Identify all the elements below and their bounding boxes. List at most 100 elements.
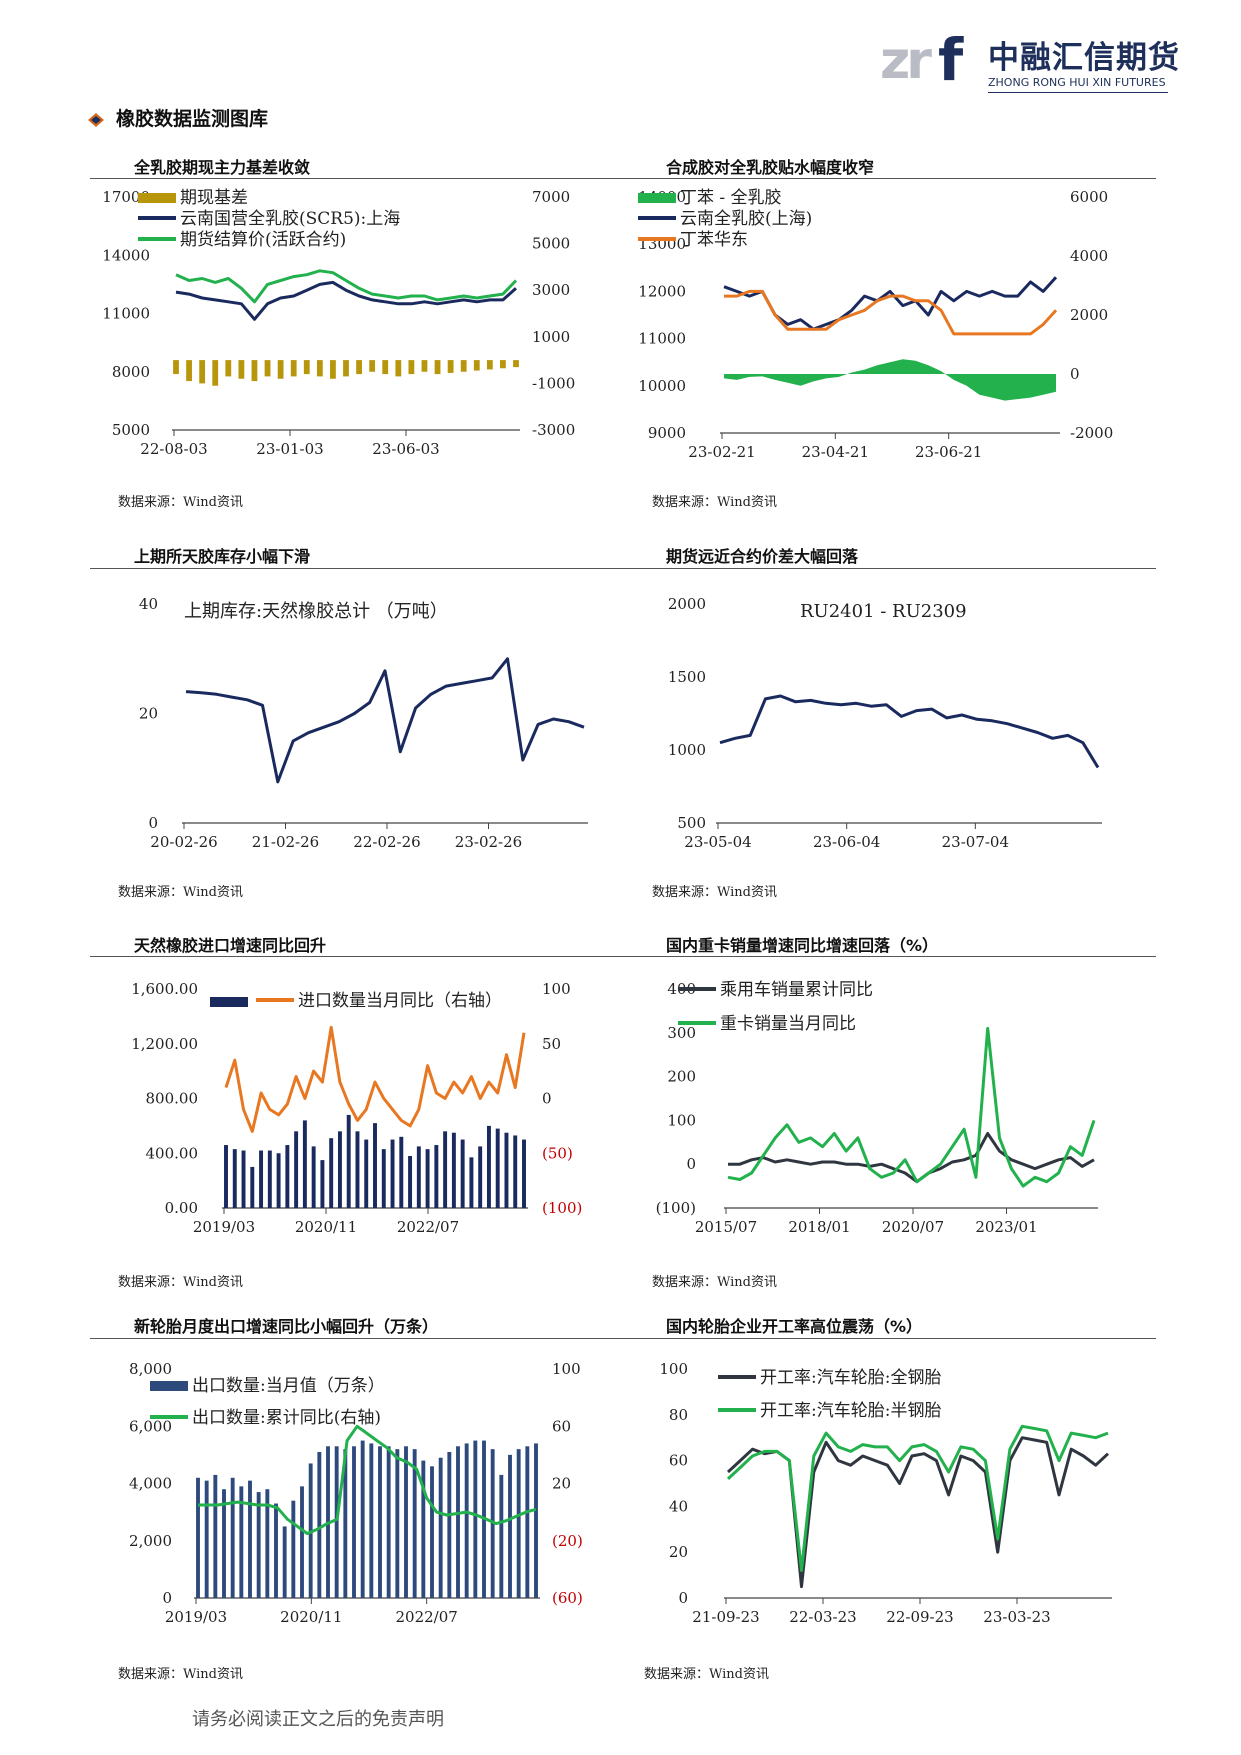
- y-left-tick-label: 800.00: [146, 1090, 199, 1108]
- bar-mark: [412, 1449, 417, 1598]
- synthetic-discount-chart: 23-02-21 23-04-21 23-06-21 9000 10000 11000 12…: [638, 188, 1113, 461]
- bar-mark: [329, 1138, 334, 1208]
- legend-label: 乘用车销量累计同比: [720, 980, 873, 1000]
- disclaimer-footer: 请务必阅读正文之后的免责声明: [192, 1709, 444, 1730]
- y-left-tick-label: 60: [669, 1452, 688, 1470]
- bar-mark: [212, 360, 219, 386]
- x-tick-label: 21-02-26: [252, 833, 319, 851]
- y-left-tick-label: 1,600.00: [131, 980, 198, 998]
- x-tick-label: 23-01-03: [256, 440, 323, 458]
- y-left-tick-label: 0: [686, 1155, 696, 1173]
- legend-label: 开工率:汽车轮胎:全钢胎: [760, 1368, 941, 1388]
- chart-inner-title: RU2401 - RU2309: [800, 601, 967, 622]
- y-right-tick-label: 100: [542, 980, 571, 998]
- bar-mark: [213, 1474, 218, 1598]
- y-left-tick-label: 5000: [112, 421, 150, 439]
- shfe-inventory-chart: 20-02-26 21-02-26 22-02-26 23-02-26 0 20 40 上期库…: [139, 595, 588, 851]
- y-left-tick-label: 300: [667, 1024, 696, 1042]
- bar-mark: [421, 360, 428, 372]
- y-left-tick-label: 100: [659, 1360, 688, 1378]
- bar-mark: [478, 1146, 483, 1208]
- area-series: [724, 359, 1056, 401]
- panel-rule-row2: [90, 568, 1156, 569]
- bar-mark: [513, 1135, 518, 1208]
- bar-mark: [369, 360, 376, 372]
- source-note-7: 数据来源：Wind资讯: [118, 1667, 243, 1682]
- y-left-tick-label: 0: [162, 1589, 172, 1607]
- y-left-tick-label: 10000: [638, 377, 686, 395]
- bar-mark: [356, 360, 362, 375]
- legend-label: 出口数量:当月值（万条）: [192, 1376, 385, 1396]
- y-left-tick-label: 11000: [102, 305, 150, 323]
- y-right-tick-label: 0: [542, 1090, 552, 1108]
- panel-rule-row4: [90, 1338, 1156, 1339]
- panel-title-7: 新轮胎月度出口增速同比小幅回升（万条）: [134, 1317, 439, 1336]
- y-left-tick-label: 2000: [668, 595, 706, 613]
- page-heading-text: 橡胶数据监测图库: [116, 108, 269, 130]
- bar-mark: [364, 1139, 369, 1208]
- bar-mark: [267, 1150, 272, 1208]
- bar-mark: [416, 1146, 421, 1208]
- y-right-tick-label: 6000: [1070, 188, 1108, 206]
- x-tick-label: 23-05-04: [684, 833, 751, 851]
- y-right-tick-label: 3000: [532, 281, 570, 299]
- legend-label: 期现基差: [180, 188, 248, 208]
- bar-mark: [464, 1443, 469, 1598]
- bar-mark: [259, 1150, 264, 1208]
- bar-mark: [499, 1474, 504, 1598]
- bar-mark: [250, 1166, 255, 1208]
- page-heading: 橡胶数据监测图库: [88, 104, 268, 131]
- bar-mark: [513, 360, 519, 368]
- x-tick-label: 23-07-04: [942, 833, 1009, 851]
- svg-text:zr: zr: [880, 31, 932, 90]
- line-series: [719, 694, 1100, 769]
- y-right-tick-label: -3000: [532, 421, 575, 439]
- legend-swatch: [638, 193, 676, 203]
- x-tick-label: 22-03-23: [789, 1608, 856, 1626]
- y-left-tick-label: (100): [656, 1199, 696, 1217]
- line-series: [175, 280, 517, 321]
- bar-mark: [276, 1153, 281, 1208]
- bar-mark: [390, 1139, 395, 1208]
- y-left-tick-label: 100: [667, 1111, 696, 1129]
- x-tick-label: 23-06-21: [915, 443, 982, 461]
- legend-label: 出口数量:累计同比(右轴): [192, 1408, 381, 1428]
- y-left-tick-label: 20: [669, 1543, 688, 1561]
- bar-mark: [469, 1157, 474, 1208]
- bar-mark: [360, 1440, 365, 1598]
- bar-mark: [303, 360, 310, 375]
- bar-mark: [334, 1446, 339, 1598]
- diamond-bullet-icon: [88, 112, 104, 127]
- y-left-tick-label: 40: [669, 1497, 688, 1515]
- y-left-tick-label: 9000: [648, 424, 686, 442]
- rubber-import-chart: 2019/03 2020/11 2022/07 0.00 400.00 800.00 1,2…: [131, 980, 582, 1236]
- bar-mark: [382, 360, 389, 375]
- y-right-tick-label: (60): [552, 1589, 583, 1607]
- panel-title-5: 天然橡胶进口增速同比回升: [134, 936, 327, 955]
- y-right-tick-label: 7000: [532, 188, 570, 206]
- panel-title-6: 国内重卡销量增速同比增速回落（%）: [666, 936, 939, 955]
- bar-mark: [264, 360, 271, 377]
- x-tick-label: 22-02-26: [353, 833, 420, 851]
- panel-title-1: 全乳胶期现主力基差收敛: [134, 158, 311, 177]
- legend-label: 重卡销量当月同比: [720, 1014, 856, 1034]
- bar-mark: [447, 1452, 452, 1598]
- bar-mark: [316, 360, 323, 377]
- bar-mark: [225, 360, 232, 377]
- x-tick-label: 23-02-26: [455, 833, 522, 851]
- y-right-tick-label: -2000: [1070, 424, 1113, 442]
- bar-mark: [224, 1145, 228, 1208]
- line-series: [726, 1436, 1110, 1589]
- bar-mark: [408, 1155, 413, 1208]
- bar-mark: [456, 1446, 460, 1598]
- line-series: [724, 289, 1058, 336]
- basis-chart: 22-08-03 23-01-03 23-06-03 5000 8000 11000 140…: [102, 188, 575, 458]
- y-left-tick-label: 2,000: [129, 1532, 172, 1550]
- bar-mark: [251, 360, 258, 382]
- zrf-logo-mark: zr f: [880, 26, 964, 94]
- bar-mark: [460, 360, 467, 372]
- panel-title-4: 期货远近合约价差大幅回落: [666, 547, 859, 566]
- x-tick-label: 22-09-23: [886, 1608, 953, 1626]
- bar-mark: [447, 360, 454, 373]
- bar-mark: [290, 360, 297, 377]
